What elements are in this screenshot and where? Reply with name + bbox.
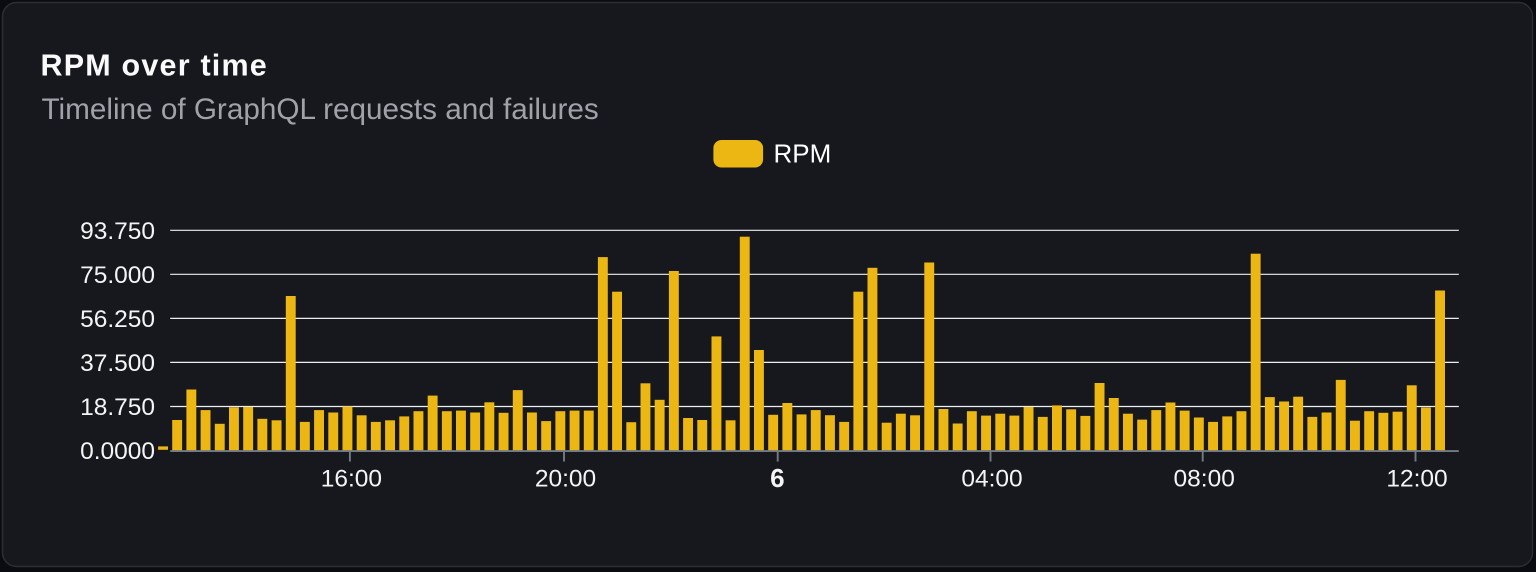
svg-text:RPM over time: RPM over time: [41, 49, 268, 83]
svg-text:12:00: 12:00: [1386, 466, 1447, 493]
svg-text:75.000: 75.000: [80, 262, 155, 289]
svg-text:04:00: 04:00: [961, 466, 1022, 493]
svg-text:0.0000: 0.0000: [80, 438, 155, 465]
svg-text:6: 6: [770, 463, 784, 493]
svg-text:93.750: 93.750: [80, 218, 155, 245]
svg-text:37.500: 37.500: [80, 350, 155, 377]
svg-text:20:00: 20:00: [535, 466, 596, 493]
svg-text:56.250: 56.250: [80, 306, 155, 333]
svg-text:Timeline of GraphQL requests a: Timeline of GraphQL requests and failure…: [42, 93, 599, 126]
svg-text:16:00: 16:00: [321, 466, 382, 493]
svg-text:18.750: 18.750: [80, 394, 155, 421]
svg-text:RPM: RPM: [774, 139, 832, 169]
svg-text:08:00: 08:00: [1174, 466, 1235, 493]
